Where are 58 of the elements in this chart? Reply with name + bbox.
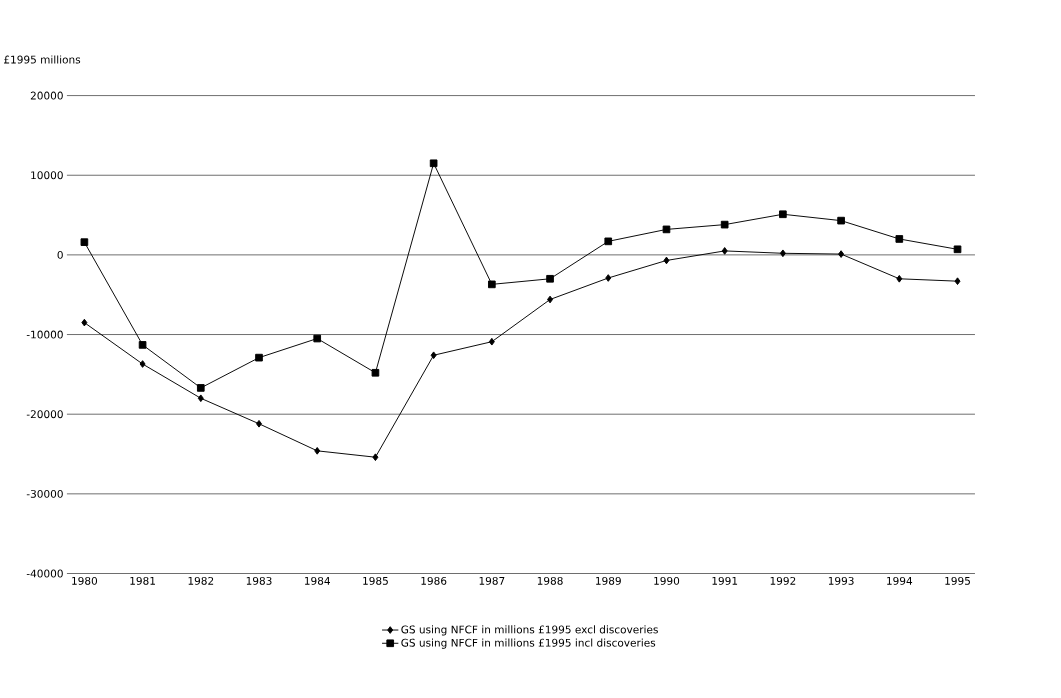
point (662, 225, 671, 234)
point (954, 277, 961, 286)
x-tick-label: 1991 (712, 577, 738, 585)
point (372, 453, 379, 462)
point (429, 159, 438, 168)
y-tick-label: -40000 (26, 569, 63, 578)
x-tick-label: 1985 (363, 577, 388, 585)
point (488, 280, 496, 289)
point (779, 249, 786, 258)
y-tick-label: -30000 (26, 489, 63, 498)
point (720, 220, 729, 229)
point (80, 238, 89, 247)
x-tick-label: 1982 (188, 577, 214, 585)
x-tick-label: 1995 (945, 577, 970, 585)
point (896, 275, 903, 283)
y-tick-label: 10000 (31, 171, 63, 180)
x-tick-label: 1983 (246, 577, 272, 585)
x-tick-label: 1993 (828, 577, 854, 585)
point (604, 237, 613, 246)
point (430, 351, 437, 360)
point (895, 235, 904, 243)
x-tick-label: 1994 (887, 577, 913, 585)
x-tick-label: 1986 (421, 577, 447, 585)
point (953, 245, 962, 254)
y-tick-label: -20000 (26, 410, 63, 419)
y-axis-title: £1995 millions (4, 55, 81, 64)
point (371, 369, 380, 377)
point (605, 274, 612, 282)
point (81, 318, 88, 327)
point (838, 250, 845, 259)
point (256, 420, 262, 428)
x-tick-label: 1987 (479, 577, 505, 585)
point (255, 353, 263, 362)
x-tick-label: 1984 (304, 577, 330, 585)
point (547, 295, 554, 304)
x-tick-label: 1988 (537, 577, 563, 585)
point (196, 384, 205, 392)
x-tick-label: 1981 (130, 577, 155, 585)
x-tick-label: 1992 (770, 577, 796, 585)
y-tick-label: 0 (57, 251, 63, 259)
point (139, 360, 146, 368)
y-tick-label: -10000 (26, 330, 63, 339)
point (837, 216, 845, 225)
x-tick-label: 1989 (596, 577, 621, 585)
x-tick-label: 1990 (654, 577, 680, 585)
point (197, 394, 204, 403)
point (779, 210, 787, 219)
point (663, 256, 670, 265)
point (546, 275, 554, 283)
point (313, 334, 322, 343)
point (488, 337, 495, 346)
legend-label: GS using NFCF in millions £1995 incl discoveries (401, 638, 656, 649)
y-tick-label: 20000 (30, 91, 63, 100)
legend-label: GS using NFCF in millions £1995 excl discoveries (401, 625, 658, 636)
point (721, 247, 728, 255)
point (314, 447, 321, 455)
point (138, 341, 147, 349)
x-tick-label: 1980 (72, 577, 98, 585)
